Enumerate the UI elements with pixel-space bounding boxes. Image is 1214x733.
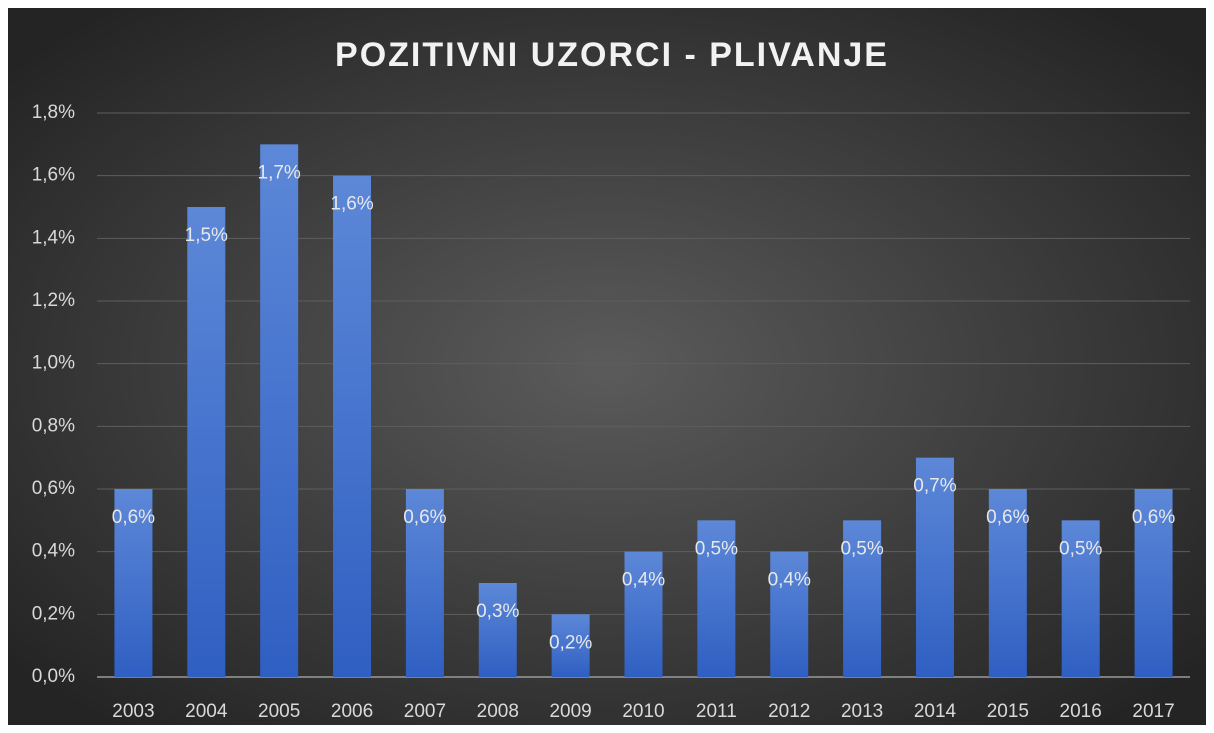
y-tick-label: 0,2% [32,603,75,624]
y-tick-label: 1,6% [32,165,75,186]
bar [624,551,663,677]
data-label: 0,2% [549,632,592,653]
y-tick-label: 0,0% [32,666,75,687]
data-label: 1,5% [185,225,228,246]
x-tick-label: 2017 [1132,701,1174,722]
data-label: 0,7% [913,476,956,497]
x-tick-label: 2015 [987,701,1029,722]
bar [1134,489,1173,677]
x-tick-label: 2007 [404,701,446,722]
x-tick-label: 2010 [622,701,664,722]
y-tick-label: 1,2% [32,290,75,311]
data-label: 1,7% [258,162,301,183]
x-tick-label: 2014 [914,701,957,722]
y-tick-label: 1,4% [32,227,75,248]
bar [187,207,226,677]
bar [114,489,153,677]
bar [1061,520,1100,677]
data-label: 0,4% [768,570,811,591]
x-tick-label: 2003 [112,701,154,722]
y-tick-label: 0,6% [32,478,75,499]
bar [770,551,809,677]
y-tick-label: 0,4% [32,541,75,562]
x-tick-label: 2006 [331,701,373,722]
x-tick-label: 2012 [768,701,810,722]
bar [697,520,736,677]
bar [915,457,954,677]
x-tick-label: 2005 [258,701,300,722]
x-tick-label: 2008 [477,701,519,722]
bar [843,520,882,677]
bar [551,614,590,677]
bar [333,175,372,677]
x-tick-label: 2011 [696,701,737,722]
bar [260,144,299,678]
bar [478,583,517,677]
data-label: 0,3% [476,601,519,622]
data-label: 0,5% [1059,538,1102,559]
x-tick-label: 2016 [1060,701,1102,722]
y-tick-label: 1,8% [32,102,75,123]
x-tick-label: 2013 [841,701,883,722]
data-label: 0,4% [622,570,665,591]
bar [405,489,444,677]
data-label: 0,6% [1132,507,1175,528]
y-tick-label: 0,8% [32,415,75,436]
data-label: 0,6% [403,507,446,528]
x-tick-label: 2009 [549,701,591,722]
data-label: 0,6% [986,507,1029,528]
chart-title: POZITIVNI UZORCI - PLIVANJE [335,36,889,74]
data-label: 0,5% [695,538,738,559]
x-tick-label: 2004 [185,701,228,722]
data-label: 0,5% [840,538,883,559]
data-label: 1,6% [330,194,373,215]
y-tick-label: 1,0% [32,353,75,374]
bar [988,489,1027,677]
data-label: 0,6% [112,507,155,528]
